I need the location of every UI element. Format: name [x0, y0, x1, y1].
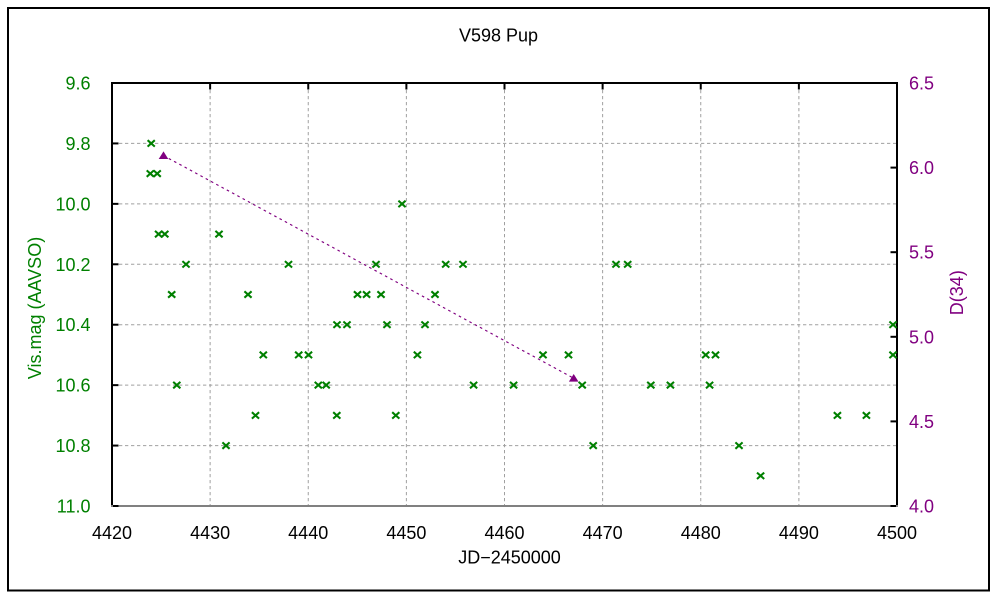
svg-text:10.8: 10.8 [55, 436, 90, 456]
svg-text:4420: 4420 [92, 523, 132, 543]
svg-text:4480: 4480 [681, 523, 721, 543]
svg-text:5.0: 5.0 [909, 327, 934, 347]
svg-text:4490: 4490 [779, 523, 819, 543]
svg-text:9.8: 9.8 [65, 134, 90, 154]
svg-text:4460: 4460 [484, 523, 524, 543]
svg-text:4430: 4430 [190, 523, 230, 543]
svg-text:10.2: 10.2 [55, 255, 90, 275]
svg-text:10.6: 10.6 [55, 376, 90, 396]
svg-text:6.0: 6.0 [909, 158, 934, 178]
svg-text:V598 Pup: V598 Pup [459, 26, 538, 46]
svg-text:5.5: 5.5 [909, 243, 934, 263]
svg-text:JD−2450000: JD−2450000 [458, 548, 561, 568]
svg-text:4440: 4440 [288, 523, 328, 543]
svg-text:4500: 4500 [877, 523, 917, 543]
svg-text:Vis.mag (AAVSO): Vis.mag (AAVSO) [25, 237, 45, 379]
svg-text:4470: 4470 [583, 523, 623, 543]
svg-text:9.6: 9.6 [65, 74, 90, 94]
svg-text:10.0: 10.0 [55, 194, 90, 214]
svg-text:4450: 4450 [386, 523, 426, 543]
svg-text:4.0: 4.0 [909, 497, 934, 517]
svg-text:10.4: 10.4 [55, 315, 90, 335]
svg-text:D(34): D(34) [947, 270, 967, 315]
svg-text:11.0: 11.0 [57, 497, 91, 517]
svg-text:4.5: 4.5 [909, 412, 934, 432]
svg-text:6.5: 6.5 [909, 74, 934, 94]
